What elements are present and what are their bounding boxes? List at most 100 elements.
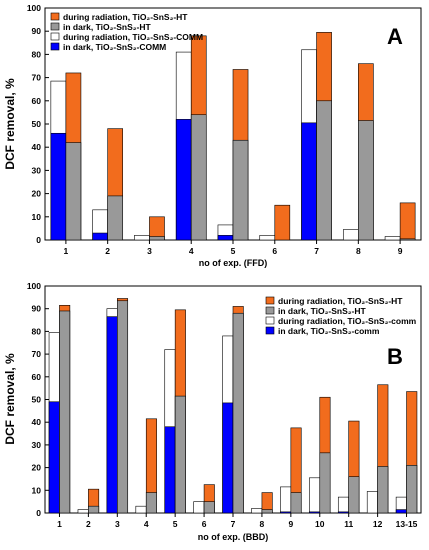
- bar-ht-dark: [377, 466, 389, 514]
- bar-comm-radiation: [77, 509, 89, 514]
- y-axis-label: DCF removal, %: [3, 353, 17, 445]
- y-tick-label: 100: [27, 3, 41, 13]
- legend-label-comm-dark: in dark, TiO₂-SnS₂-COMM: [63, 42, 166, 52]
- x-tick-label: 5: [173, 519, 178, 529]
- legend-swatch-ht-dark: [50, 22, 60, 31]
- bar-comm-dark: [395, 509, 407, 514]
- y-tick-label: 0: [36, 508, 41, 518]
- y-tick-label: 10: [32, 485, 42, 495]
- legend-swatch-comm-dark: [265, 326, 275, 335]
- y-tick-label: 60: [32, 372, 42, 382]
- bar-comm-radiation: [193, 501, 205, 514]
- x-tick-label: 5: [231, 246, 236, 256]
- panel-label: B: [387, 344, 403, 369]
- x-tick-label: 4: [144, 519, 149, 529]
- bar-comm-radiation: [134, 235, 150, 241]
- x-tick-label: 13-15: [396, 519, 418, 529]
- x-tick-label: 6: [272, 246, 277, 256]
- y-tick-label: 50: [32, 119, 42, 129]
- bar-ht-dark: [399, 238, 416, 241]
- bar-ht-dark: [190, 114, 207, 241]
- x-tick-label: 11: [344, 519, 353, 529]
- legend-swatch-comm-dark: [50, 42, 60, 51]
- x-axis-label: no of exp. (BBD): [198, 532, 269, 542]
- bar-comm-radiation: [251, 508, 263, 514]
- bar-comm-radiation: [280, 486, 292, 514]
- x-tick-label: 7: [231, 519, 236, 529]
- x-tick-label: 1: [64, 246, 69, 256]
- bar-comm-radiation: [135, 505, 147, 514]
- y-tick-label: 20: [32, 463, 42, 473]
- bar-comm-dark: [106, 316, 118, 514]
- panel-label: A: [387, 24, 403, 49]
- x-tick-label: 3: [115, 519, 120, 529]
- x-axis-label: no of exp. (FFD): [199, 258, 268, 268]
- x-tick-label: 12: [373, 519, 383, 529]
- bar-ht-dark: [232, 312, 244, 514]
- bar-comm-dark: [48, 401, 60, 514]
- bar-ht-dark: [406, 465, 418, 514]
- y-tick-label: 80: [32, 326, 42, 336]
- chart-panel-A: 0 10 20 30 40 50 60 70 80 90 100 1 2 3 4 5 6 7 8 9 no of exp…: [3, 3, 422, 268]
- bar-ht-dark: [348, 476, 360, 514]
- x-tick-label: 4: [189, 246, 194, 256]
- bar-ht-dark: [88, 505, 100, 514]
- x-tick-label: 8: [260, 519, 265, 529]
- bar-comm-radiation: [259, 235, 276, 241]
- legend-swatch-ht-dark: [265, 306, 275, 315]
- x-tick-label: 7: [314, 246, 319, 256]
- bar-comm-radiation: [337, 496, 349, 514]
- y-tick-label: 30: [32, 440, 42, 450]
- x-tick-label: 9: [398, 246, 403, 256]
- y-tick-label: 20: [32, 189, 42, 199]
- x-tick-label: 3: [147, 246, 152, 256]
- y-tick-label: 60: [32, 96, 42, 106]
- bar-ht-dark: [358, 120, 374, 241]
- bar-ht-dark: [203, 501, 215, 514]
- y-tick-label: 0: [36, 235, 41, 245]
- x-tick-label: 10: [315, 519, 325, 529]
- bar-comm-radiation: [384, 236, 401, 241]
- bar-ht-dark: [174, 395, 186, 514]
- bar-ht-dark: [145, 492, 157, 514]
- y-axis-label: DCF removal, %: [3, 78, 17, 170]
- bar-comm-dark: [50, 132, 67, 241]
- y-tick-label: 30: [32, 165, 42, 175]
- bar-comm-radiation: [342, 229, 359, 241]
- x-tick-label: 8: [356, 246, 361, 256]
- y-tick-label: 40: [32, 142, 42, 152]
- legend-label-comm-rad: during radiation, TiO₂-SnS₂-comm: [278, 316, 417, 326]
- legend-swatch-ht-rad: [265, 296, 275, 305]
- legend-label-ht-rad: during radiation, TiO₂-SnS₂-HT: [63, 12, 188, 22]
- bar-ht-dark: [149, 236, 165, 241]
- x-tick-label: 6: [202, 519, 207, 529]
- bar-ht-dark: [117, 300, 129, 514]
- y-tick-label: 50: [32, 395, 42, 405]
- y-tick-label: 10: [32, 212, 42, 222]
- bar-comm-dark: [222, 402, 234, 514]
- y-tick-label: 70: [32, 349, 42, 359]
- y-tick-label: 40: [32, 417, 42, 427]
- bar-ht-dark: [107, 195, 124, 241]
- legend-label-ht-dark: in dark, TiO₂-SnS₂-HT: [278, 306, 366, 316]
- x-tick-label: 1: [57, 519, 62, 529]
- y-tick-label: 90: [32, 304, 42, 314]
- bar-ht-dark: [59, 310, 71, 514]
- bar-ht-dark: [261, 509, 273, 514]
- legend-label-comm-rad: during radiation, TiO₂-SnS₂-COMM: [63, 32, 203, 42]
- y-tick-label: 80: [32, 49, 42, 59]
- bar-ht-dark: [290, 492, 302, 514]
- bar-comm-dark: [337, 511, 349, 514]
- bar-comm-dark: [175, 119, 192, 241]
- bar-comm-dark: [217, 235, 234, 241]
- legend-label-ht-rad: during radiation, TiO₂-SnS₂-HT: [278, 296, 403, 306]
- bar-ht-radiation: [399, 202, 416, 241]
- bar-comm-radiation: [309, 477, 321, 514]
- bar-ht-dark: [319, 452, 331, 514]
- legend-swatch-comm-rad: [50, 32, 60, 41]
- bar-comm-dark: [92, 232, 108, 241]
- x-tick-label: 2: [105, 246, 110, 256]
- legend-label-ht-dark: in dark, TiO₂-SnS₂-HT: [63, 22, 151, 32]
- bar-ht-dark: [232, 139, 249, 241]
